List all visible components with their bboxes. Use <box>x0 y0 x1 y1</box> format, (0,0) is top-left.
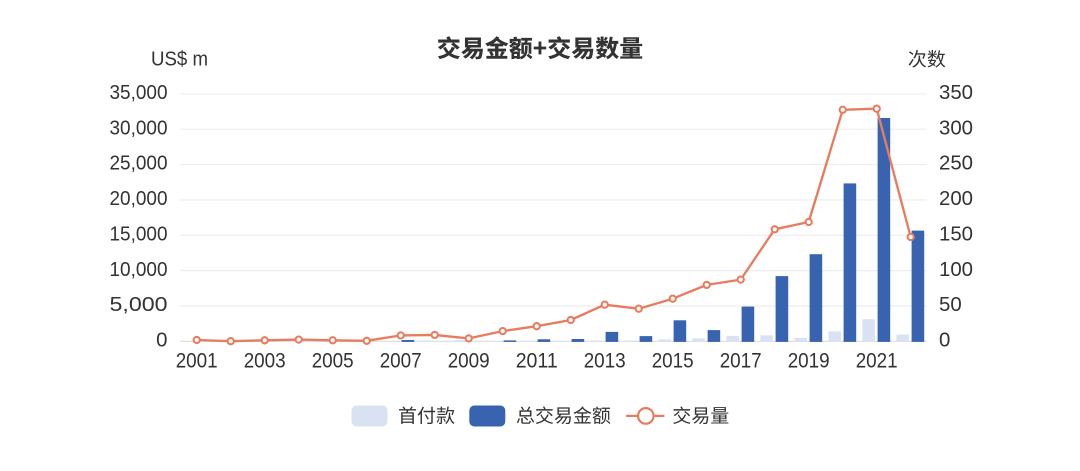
svg-text:2019: 2019 <box>788 350 830 373</box>
svg-text:30,000: 30,000 <box>110 117 168 139</box>
svg-text:2021: 2021 <box>856 350 898 373</box>
svg-text:20,000: 20,000 <box>110 188 168 210</box>
svg-text:2005: 2005 <box>312 350 354 373</box>
svg-text:2013: 2013 <box>584 350 626 373</box>
svg-text:100: 100 <box>939 259 973 281</box>
svg-text:10,000: 10,000 <box>110 259 168 281</box>
svg-text:2015: 2015 <box>652 350 694 373</box>
svg-text:300: 300 <box>939 117 973 139</box>
svg-text:2009: 2009 <box>448 350 490 373</box>
svg-text:150: 150 <box>939 223 973 245</box>
svg-text:2011: 2011 <box>516 350 558 373</box>
svg-text:250: 250 <box>939 153 973 175</box>
svg-text:50: 50 <box>939 294 962 316</box>
svg-text:2017: 2017 <box>720 350 762 373</box>
svg-text:0: 0 <box>939 330 950 352</box>
svg-text:200: 200 <box>939 188 973 210</box>
svg-text:0: 0 <box>156 330 167 352</box>
svg-text:2001: 2001 <box>176 350 218 373</box>
svg-text:2007: 2007 <box>380 350 422 373</box>
svg-text:2003: 2003 <box>244 350 286 373</box>
svg-text:35,000: 35,000 <box>110 82 168 104</box>
svg-text:US$ m: US$ m <box>151 49 208 71</box>
svg-text:350: 350 <box>939 82 973 104</box>
svg-text:5,000: 5,000 <box>110 294 168 316</box>
svg-text:15,000: 15,000 <box>110 223 168 245</box>
svg-text:25,000: 25,000 <box>110 153 168 175</box>
